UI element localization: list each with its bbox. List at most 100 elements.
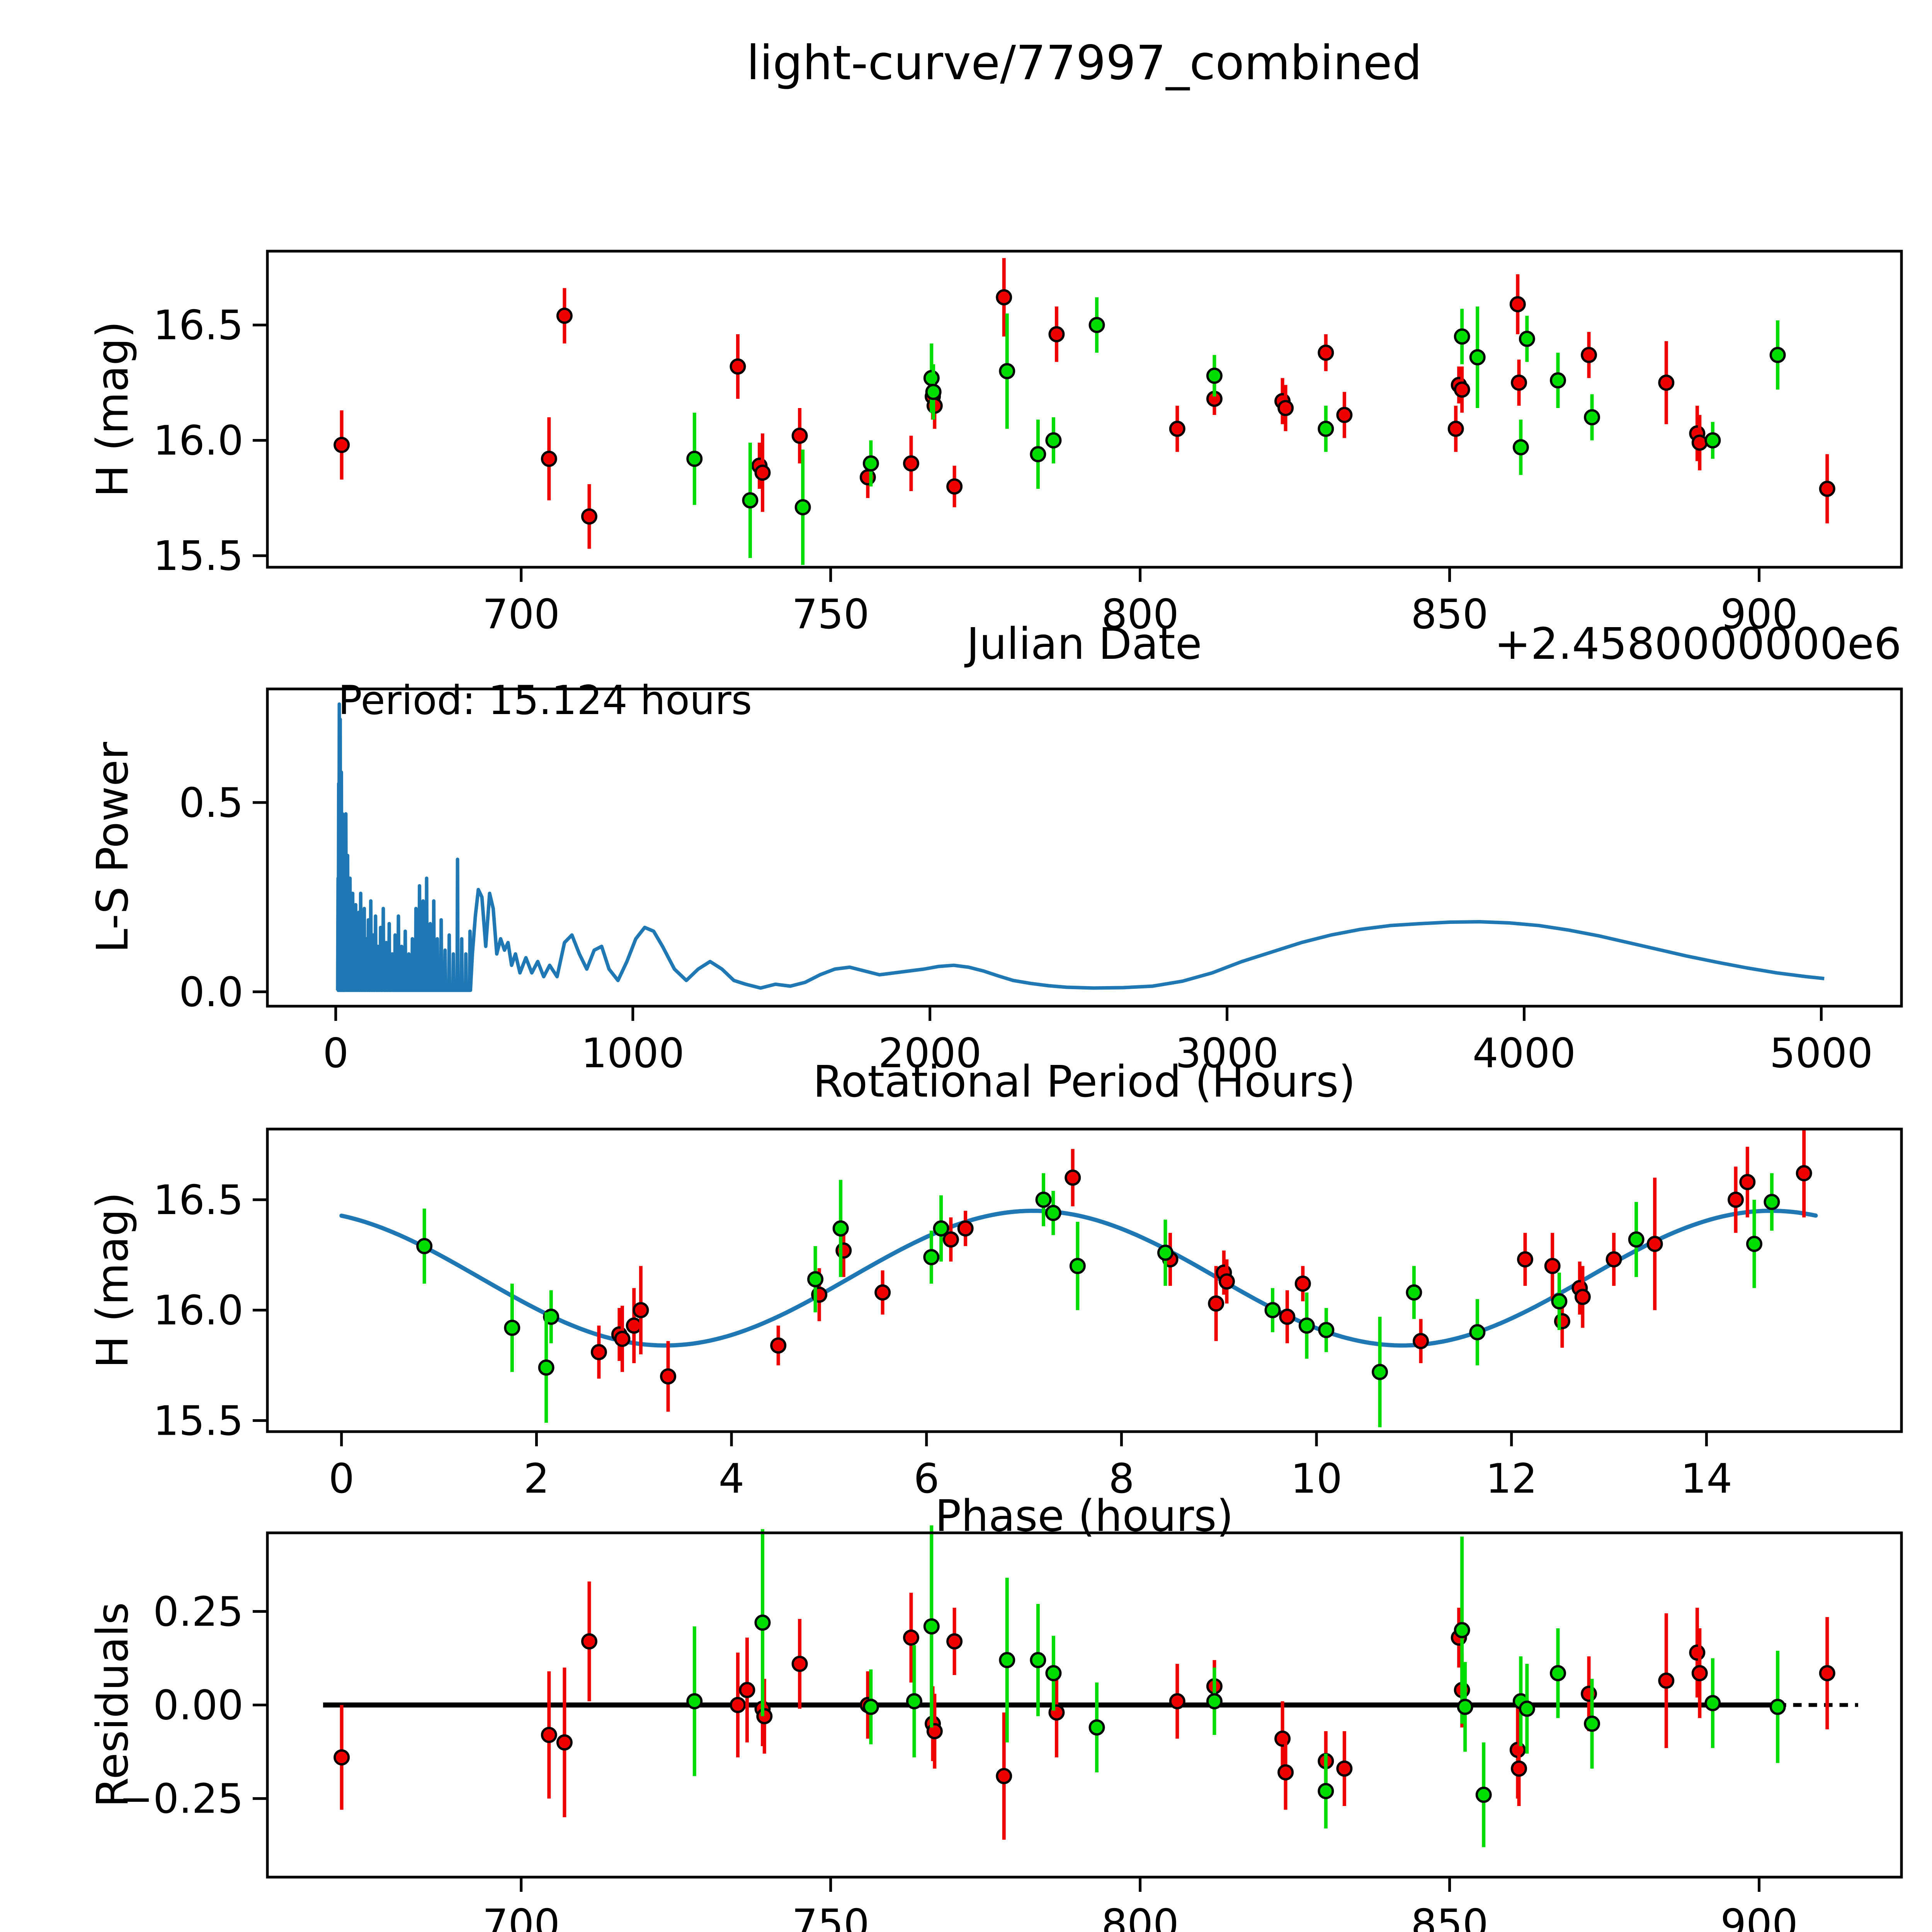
data-point-red (1277, 400, 1294, 417)
data-point-red (1517, 1251, 1534, 1268)
x-tick-label: 4000 (1473, 1030, 1576, 1077)
data-point-red (614, 1330, 631, 1347)
best-period-annotation: Period: 15.124 hours (338, 677, 752, 724)
data-point-red (633, 1302, 649, 1318)
data-point-green (1069, 1258, 1086, 1274)
data-point-red (1279, 1308, 1296, 1325)
data-point-green (1088, 1719, 1105, 1736)
data-point-red (556, 308, 573, 324)
x-tick-label: 800 (1101, 591, 1179, 638)
data-point-red (926, 1723, 943, 1740)
x-tick-label: 5000 (1770, 1030, 1873, 1077)
data-point-green (1704, 432, 1721, 449)
data-point-green (1769, 1699, 1786, 1715)
residuals-yaxis-label: Residuals (88, 1602, 138, 1807)
data-point-red (1605, 1251, 1622, 1268)
data-point-red (946, 478, 963, 495)
data-point-red (1318, 344, 1334, 361)
x-tick-label: 0 (328, 1455, 354, 1502)
data-point-red (756, 1708, 773, 1725)
x-tick-label: 2 (524, 1455, 549, 1502)
data-point-green (1549, 1665, 1566, 1682)
data-point-red (1728, 1191, 1744, 1208)
data-point-red (1454, 381, 1470, 398)
data-point-green (1519, 1701, 1535, 1717)
data-point-red (1739, 1174, 1756, 1190)
data-point-red (835, 1242, 852, 1259)
data-point-green (862, 455, 879, 472)
data-point-green (754, 1614, 771, 1631)
data-point-red (859, 469, 876, 486)
data-point-green (1704, 1695, 1721, 1711)
data-point-red (1336, 1760, 1353, 1777)
y-tick-label: 0.0 (179, 969, 243, 1016)
axes-spine (266, 1128, 1903, 1433)
data-point-red (1691, 434, 1708, 451)
data-point-green (1206, 1693, 1223, 1709)
phase-mag-yaxis-label: H (mag) (88, 1192, 138, 1368)
data-point-red (581, 508, 597, 525)
data-point-green (1584, 409, 1600, 425)
data-point-green (1746, 1236, 1762, 1252)
x-tick-label: 8 (1109, 1455, 1134, 1502)
y-tick-label: 16.0 (153, 1287, 243, 1334)
data-point-red (903, 455, 919, 472)
fit-curve (339, 1208, 1818, 1348)
data-point-red (590, 1344, 607, 1361)
data-point-red (1218, 1273, 1235, 1290)
data-point-green (686, 451, 703, 467)
data-point-green (538, 1359, 554, 1376)
data-point-green (1469, 1324, 1486, 1340)
data-point-red (541, 1726, 557, 1743)
jd-magnitude-panel: 700 750 800 850 900 15.5 16.0 16.5 (153, 250, 1903, 638)
data-point-green (925, 384, 942, 400)
x-tick-label: 700 (483, 591, 560, 638)
x-tick-label: 0 (323, 1030, 349, 1077)
data-point-red (1511, 1760, 1527, 1777)
data-point-green (1045, 432, 1062, 449)
data-point-green (1628, 1231, 1645, 1248)
x-tick-label: 1000 (581, 1030, 684, 1077)
data-point-green (1457, 1699, 1473, 1715)
data-point-red (996, 1768, 1012, 1784)
data-point-green (416, 1238, 433, 1254)
data-point-red (946, 1633, 963, 1650)
data-point-red (1447, 420, 1464, 437)
data-point-red (1511, 374, 1527, 391)
y-tick-label: 16.0 (153, 417, 243, 464)
data-point-red (1646, 1236, 1663, 1252)
data-point-green (1519, 330, 1535, 347)
data-point-green (742, 492, 759, 509)
data-point-green (832, 1220, 849, 1237)
data-point-red (333, 437, 350, 453)
data-point-green (1469, 349, 1486, 366)
data-point-red (1413, 1333, 1429, 1349)
data-point-red (1544, 1258, 1561, 1274)
data-point-green (999, 1652, 1015, 1668)
jd-xaxis-offset: +2.4580000000e6 (1495, 619, 1901, 669)
x-tick-label: 900 (1720, 591, 1798, 638)
data-point-red (1689, 1644, 1706, 1661)
data-point-red (1048, 326, 1065, 342)
data-point-green (1298, 1317, 1315, 1334)
data-point-red (739, 1682, 755, 1698)
data-point-green (923, 370, 940, 386)
data-point-green (1088, 317, 1105, 333)
x-tick-label: 12 (1486, 1455, 1537, 1502)
data-point-green (1372, 1364, 1388, 1380)
y-tick-label: 0.25 (153, 1588, 243, 1635)
data-point-green (1157, 1245, 1173, 1261)
x-tick-label: 2000 (878, 1030, 981, 1077)
data-point-red (730, 358, 746, 375)
data-point-red (903, 1629, 919, 1646)
x-tick-label: 3000 (1175, 1030, 1279, 1077)
x-tick-label: 750 (792, 591, 869, 638)
y-tick-label: 0.5 (179, 779, 243, 827)
data-point-red (1691, 1665, 1708, 1682)
data-point-green (933, 1220, 949, 1237)
data-point-red (957, 1220, 974, 1237)
data-point-green (923, 1618, 940, 1635)
mag-yaxis-label: H (mag) (88, 321, 138, 497)
data-point-red (874, 1284, 891, 1301)
